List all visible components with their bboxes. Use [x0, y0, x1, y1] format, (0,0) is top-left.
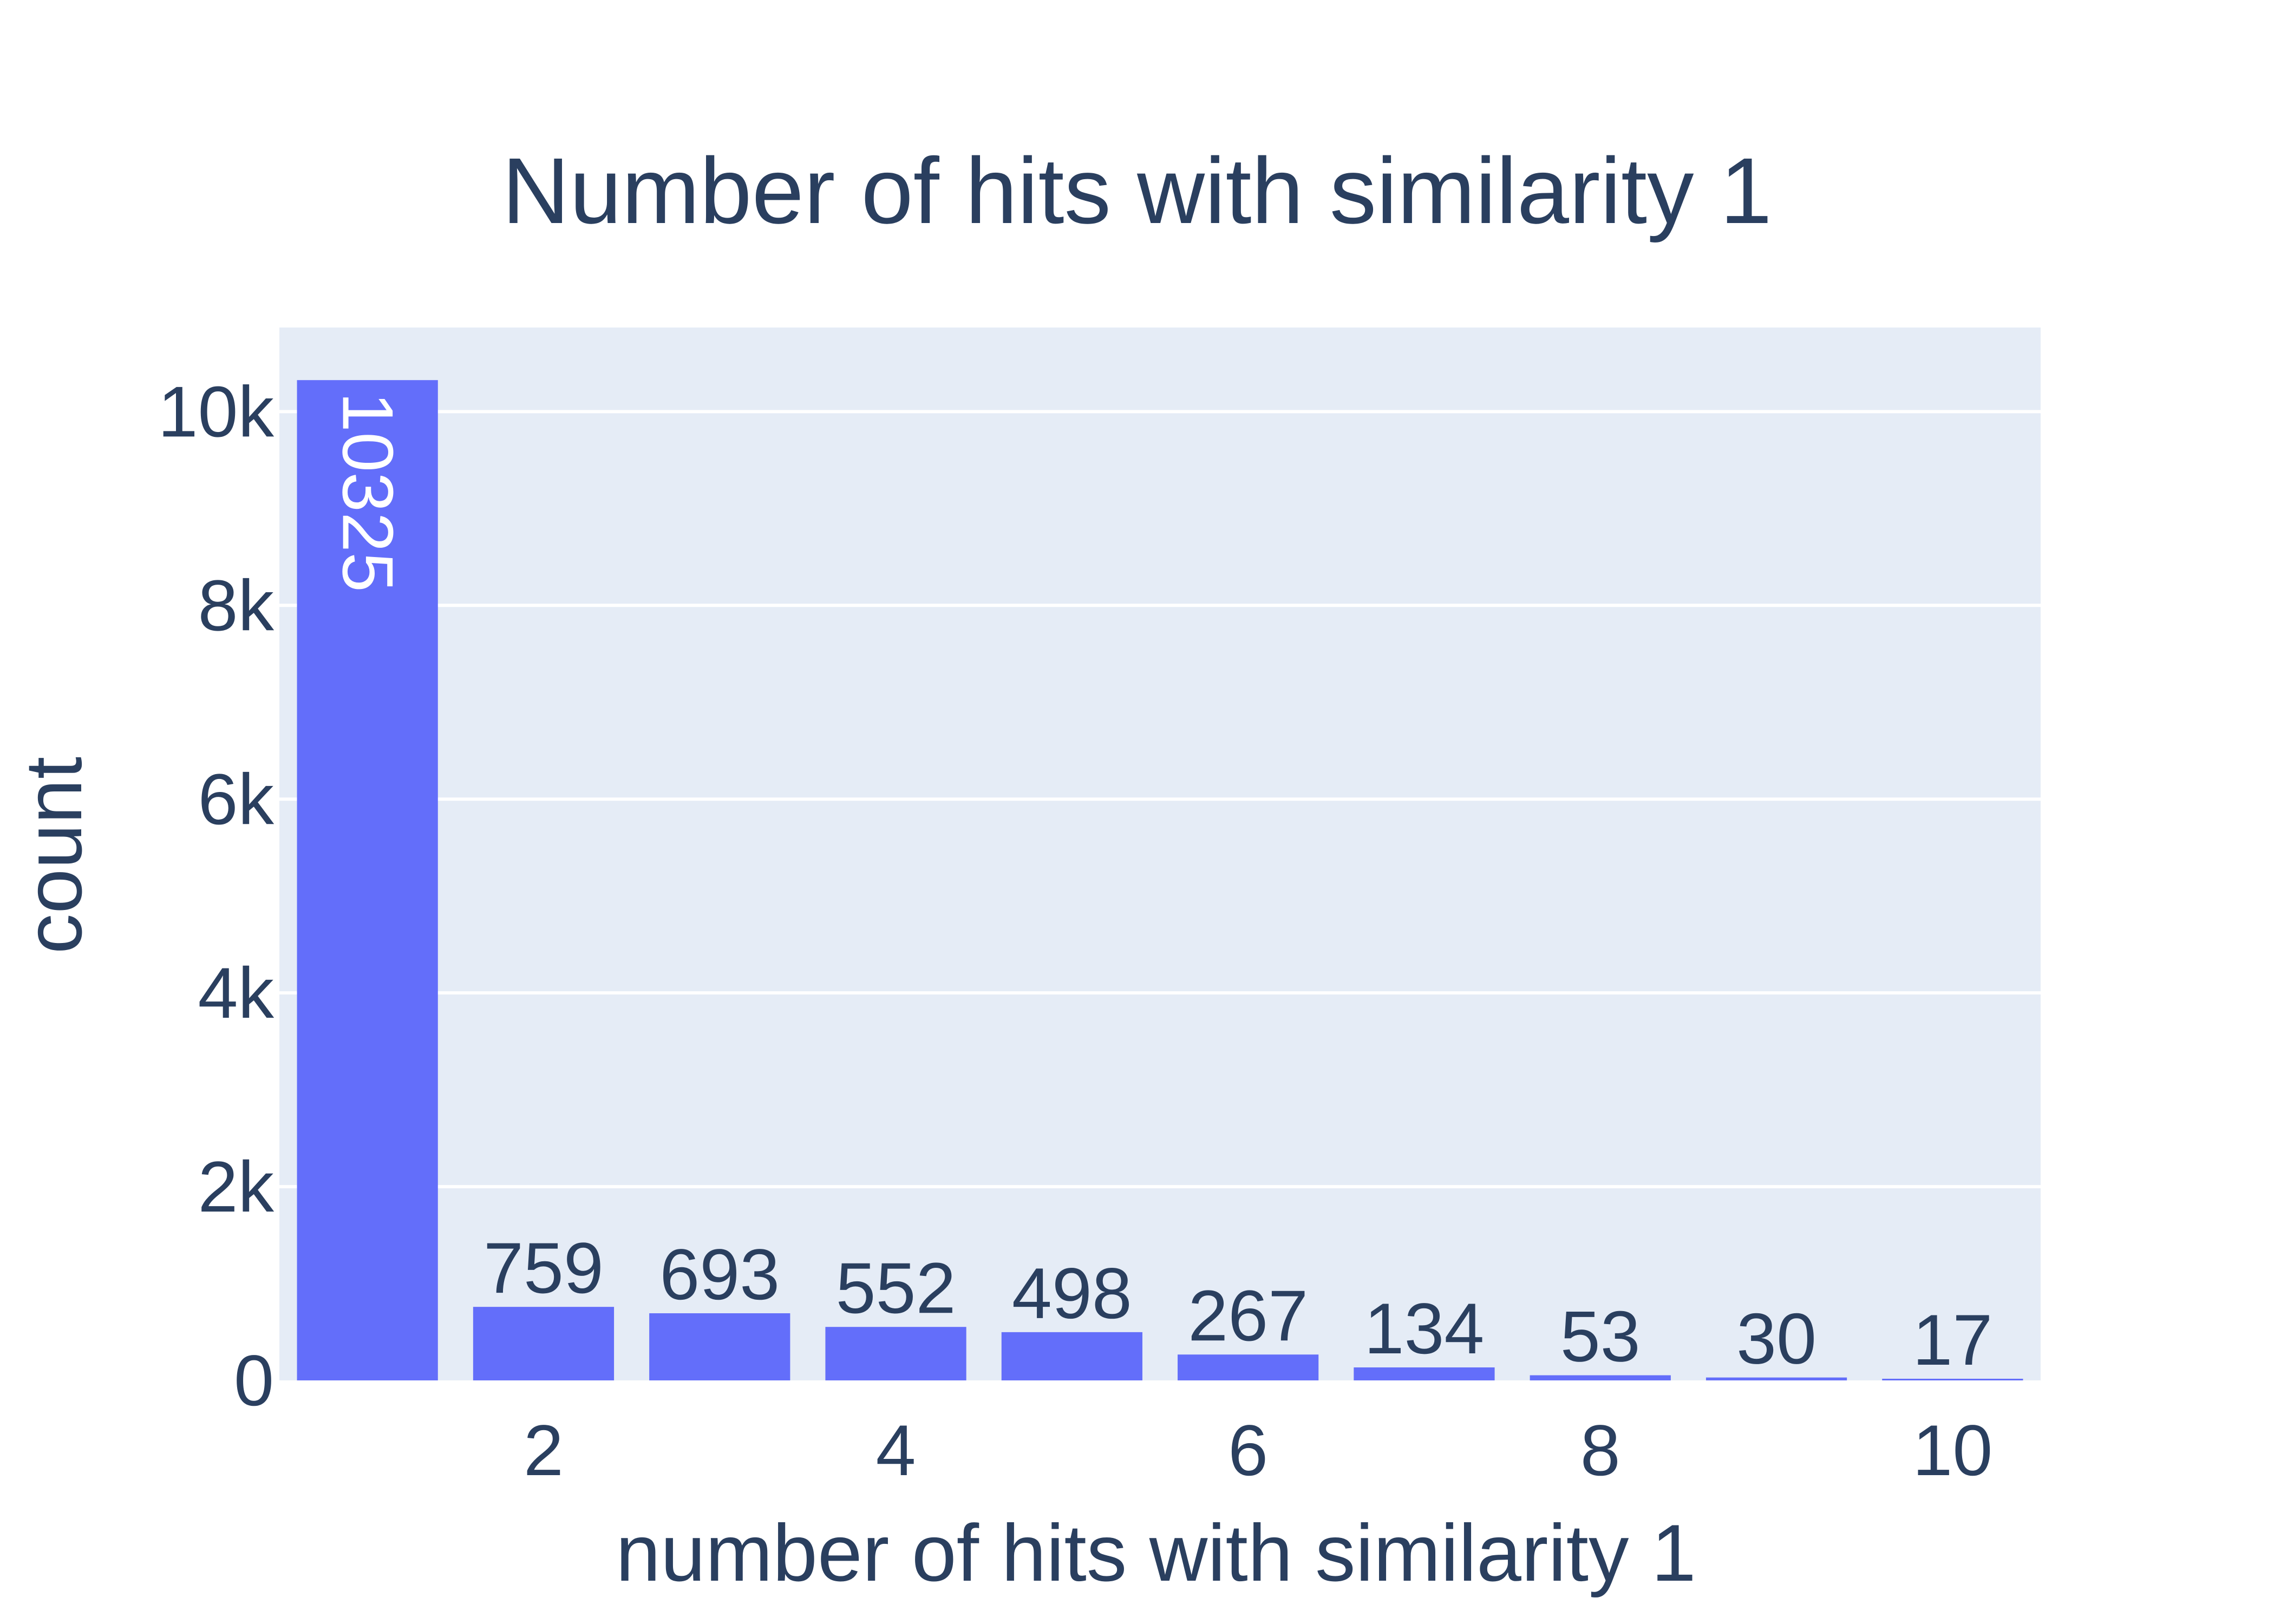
plot-area [279, 328, 2041, 1380]
x-axis-tick-labels: 2 4 6 8 10 [524, 1411, 1992, 1491]
bar-label-2: 759 [483, 1228, 604, 1308]
x-tick-label-8: 8 [1580, 1411, 1620, 1491]
y-axis-title: count [8, 757, 99, 954]
bar-10 [1882, 1378, 2023, 1380]
bar-8 [1530, 1375, 1671, 1380]
x-axis-title: number of hits with similarity 1 [616, 1508, 1696, 1598]
bar-label-3: 693 [659, 1235, 780, 1315]
bar-7 [1354, 1367, 1495, 1380]
bar-4 [825, 1327, 966, 1380]
y-axis-tick-labels: 0 2k 4k 6k 8k 10k [158, 372, 275, 1421]
x-tick-label-6: 6 [1228, 1411, 1268, 1491]
x-tick-label-4: 4 [876, 1411, 916, 1491]
bar-3 [649, 1313, 790, 1380]
gridlines [279, 410, 2041, 1189]
bar-label-8: 53 [1560, 1297, 1641, 1377]
y-tick-label-8k: 8k [198, 566, 275, 646]
x-tick-label-2: 2 [524, 1411, 564, 1491]
bar-value-labels: 10325 759 693 552 498 267 134 53 30 17 [328, 392, 1993, 1380]
y-tick-label-0: 0 [234, 1341, 274, 1421]
bar-label-1: 10325 [328, 392, 408, 592]
bar-label-7: 134 [1364, 1289, 1484, 1369]
bar-label-9: 30 [1736, 1299, 1816, 1379]
bar-2 [473, 1307, 615, 1380]
chart-title: Number of hits with similarity 1 [502, 138, 1772, 243]
bar-label-6: 267 [1188, 1276, 1308, 1356]
bar-5 [1001, 1332, 1142, 1380]
bar-6 [1178, 1354, 1319, 1380]
bar-label-10: 17 [1912, 1300, 1992, 1380]
bar-label-5: 498 [1012, 1254, 1132, 1334]
bar-9 [1706, 1377, 1847, 1380]
y-tick-label-2k: 2k [198, 1147, 275, 1227]
y-tick-label-4k: 4k [198, 953, 275, 1033]
bar-label-4: 552 [836, 1248, 956, 1328]
y-tick-label-6k: 6k [198, 759, 275, 840]
bars [297, 380, 2023, 1380]
y-tick-label-10k: 10k [158, 372, 275, 452]
bar-1 [297, 380, 438, 1380]
x-tick-label-10: 10 [1912, 1411, 1992, 1491]
